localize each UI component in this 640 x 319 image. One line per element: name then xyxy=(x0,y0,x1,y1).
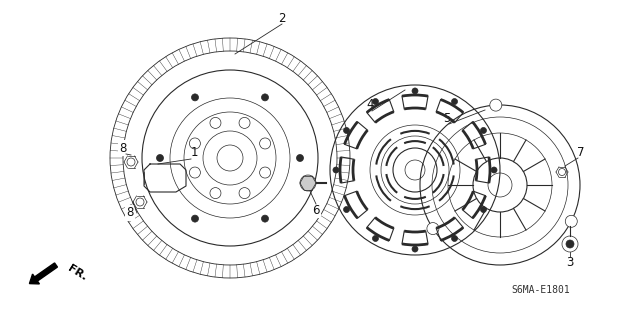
Text: FR.: FR. xyxy=(66,263,89,283)
Circle shape xyxy=(481,206,486,212)
Text: S6MA-E1801: S6MA-E1801 xyxy=(511,285,570,295)
Circle shape xyxy=(481,128,486,133)
Circle shape xyxy=(566,240,574,248)
Text: 8: 8 xyxy=(126,206,134,219)
Circle shape xyxy=(262,215,269,222)
Circle shape xyxy=(427,223,439,234)
Circle shape xyxy=(372,235,378,241)
Text: 4: 4 xyxy=(366,99,374,112)
Text: 7: 7 xyxy=(577,146,585,160)
Circle shape xyxy=(490,99,502,111)
Circle shape xyxy=(412,246,418,252)
Circle shape xyxy=(452,99,458,105)
Circle shape xyxy=(333,167,339,173)
Circle shape xyxy=(565,215,577,227)
Circle shape xyxy=(262,94,269,101)
Circle shape xyxy=(296,154,303,161)
Circle shape xyxy=(562,236,578,252)
Circle shape xyxy=(300,175,316,191)
Circle shape xyxy=(157,154,163,161)
Text: 1: 1 xyxy=(190,146,198,160)
Text: 3: 3 xyxy=(566,256,573,270)
Text: 8: 8 xyxy=(119,142,127,154)
Text: 5: 5 xyxy=(444,112,451,124)
Circle shape xyxy=(372,99,378,105)
Circle shape xyxy=(452,235,458,241)
Circle shape xyxy=(344,206,349,212)
FancyArrow shape xyxy=(29,263,58,284)
Circle shape xyxy=(491,167,497,173)
Circle shape xyxy=(412,88,418,94)
Circle shape xyxy=(191,215,198,222)
Circle shape xyxy=(344,128,349,133)
Text: 6: 6 xyxy=(312,204,320,217)
Circle shape xyxy=(191,94,198,101)
Text: 2: 2 xyxy=(278,11,285,25)
